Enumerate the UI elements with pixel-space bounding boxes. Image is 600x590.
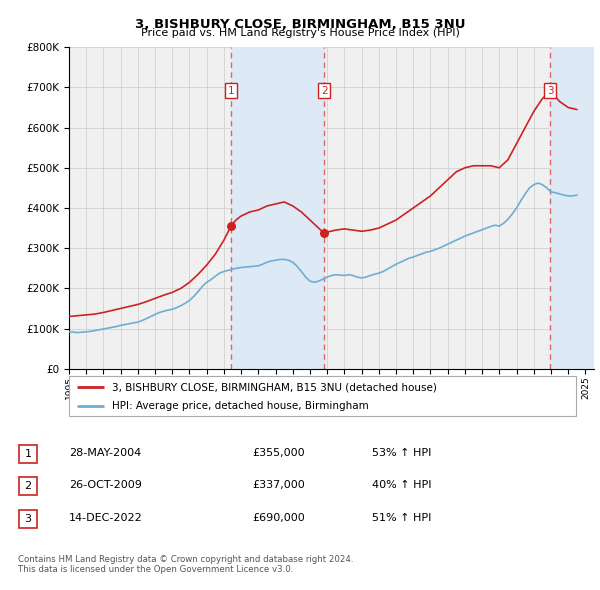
Text: £355,000: £355,000 [252,448,305,458]
Text: 26-OCT-2009: 26-OCT-2009 [69,480,142,490]
Text: Contains HM Land Registry data © Crown copyright and database right 2024.: Contains HM Land Registry data © Crown c… [18,555,353,563]
Text: 40% ↑ HPI: 40% ↑ HPI [372,480,431,490]
Text: 3, BISHBURY CLOSE, BIRMINGHAM, B15 3NU (detached house): 3, BISHBURY CLOSE, BIRMINGHAM, B15 3NU (… [112,382,437,392]
Text: 3, BISHBURY CLOSE, BIRMINGHAM, B15 3NU: 3, BISHBURY CLOSE, BIRMINGHAM, B15 3NU [135,18,465,31]
Text: 3: 3 [547,86,553,96]
Text: £337,000: £337,000 [252,480,305,490]
Point [319,228,329,238]
Text: 3: 3 [25,514,31,524]
Text: 2: 2 [25,481,31,491]
Bar [550,47,594,369]
Text: HPI: Average price, detached house, Birmingham: HPI: Average price, detached house, Birm… [112,401,369,411]
Bar [231,47,324,369]
Point [226,221,236,231]
Text: 53% ↑ HPI: 53% ↑ HPI [372,448,431,458]
Text: 2: 2 [321,86,328,96]
Text: 1: 1 [25,449,31,459]
Point [545,87,555,96]
Text: Price paid vs. HM Land Registry's House Price Index (HPI): Price paid vs. HM Land Registry's House … [140,28,460,38]
Text: 14-DEC-2022: 14-DEC-2022 [69,513,143,523]
Text: 51% ↑ HPI: 51% ↑ HPI [372,513,431,523]
Text: This data is licensed under the Open Government Licence v3.0.: This data is licensed under the Open Gov… [18,565,293,574]
Text: £690,000: £690,000 [252,513,305,523]
Text: 28-MAY-2004: 28-MAY-2004 [69,448,141,458]
Text: 1: 1 [227,86,234,96]
